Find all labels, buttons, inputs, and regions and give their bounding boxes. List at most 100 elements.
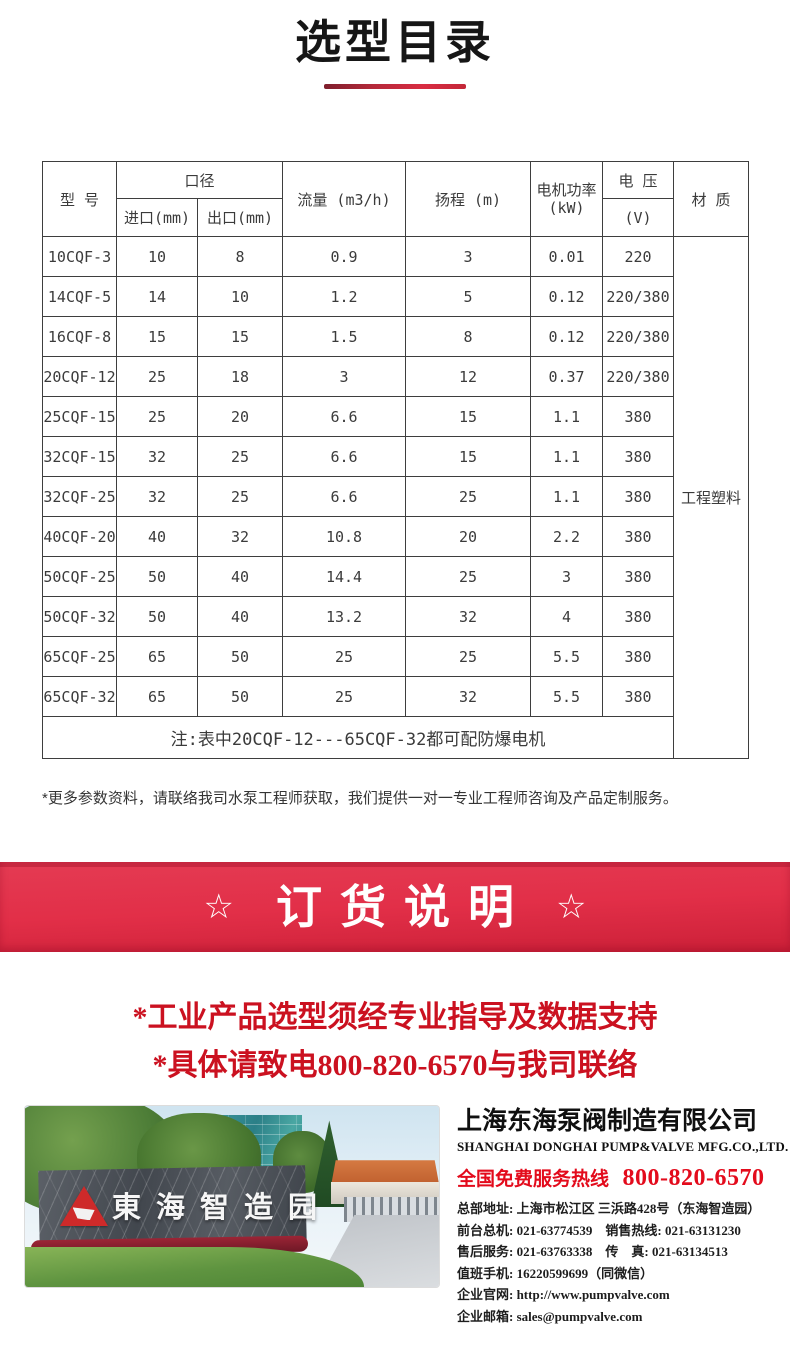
contact-phones-2: 售后服务: 021-63763338 传 真: 021-63134513 bbox=[457, 1244, 728, 1259]
title-divider bbox=[324, 84, 466, 89]
cell-inlet: 65 bbox=[116, 676, 198, 717]
contact-email: 企业邮箱: sales@pumpvalve.com bbox=[457, 1308, 643, 1324]
star-icon: ☆ bbox=[556, 888, 587, 926]
table-row: 32CQF-25 32 25 6.6 25 1.1 380 bbox=[42, 476, 749, 517]
table-row: 65CQF-32 65 50 25 32 5.5 380 bbox=[42, 676, 749, 717]
cell-model: 50CQF-32 bbox=[42, 596, 117, 637]
cell-head: 25 bbox=[405, 556, 532, 597]
col-header-head: 扬程 (m) bbox=[405, 161, 532, 237]
factory-photo: 東海智造园 bbox=[24, 1105, 440, 1288]
cell-head: 20 bbox=[405, 516, 532, 557]
col-header-model: 型 号 bbox=[42, 161, 117, 237]
cell-power: 4 bbox=[530, 596, 604, 637]
table-row: 50CQF-32 50 40 13.2 32 4 380 bbox=[42, 596, 749, 637]
cell-inlet: 10 bbox=[116, 236, 198, 277]
cell-head: 25 bbox=[405, 476, 532, 517]
cell-voltage: 380 bbox=[602, 476, 675, 517]
cell-outlet: 10 bbox=[196, 276, 284, 317]
cell-model: 14CQF-5 bbox=[42, 276, 117, 317]
cell-outlet: 8 bbox=[196, 236, 284, 277]
cell-outlet: 40 bbox=[196, 596, 284, 637]
contact-phones-1: 前台总机: 021-63774539 销售热线: 021-63131230 bbox=[457, 1222, 741, 1238]
header-row-2: 进口(mm) 出口(mm) (V) bbox=[43, 198, 749, 237]
cell-outlet: 32 bbox=[196, 516, 284, 557]
cell-power: 0.01 bbox=[530, 236, 604, 277]
cell-inlet: 32 bbox=[116, 436, 198, 477]
contact-address: 总部地址: 上海市松江区 三浜路428号（东海智造园） bbox=[457, 1201, 761, 1216]
table-header: 型 号 口径 流量 (m3/h) 扬程 (m) 电机功率 (kW) 电 压 材 … bbox=[42, 161, 750, 237]
cell-power: 1.1 bbox=[530, 476, 604, 517]
company-name-en: SHANGHAI DONGHAI PUMP&VALVE MFG.CO.,LTD. bbox=[457, 1139, 789, 1154]
cell-model: 65CQF-32 bbox=[42, 676, 117, 717]
cell-flow: 6.6 bbox=[282, 476, 407, 517]
table-note: 注:表中20CQF-12---65CQF-32都可配防爆电机 bbox=[41, 716, 675, 759]
cell-model: 65CQF-25 bbox=[42, 636, 117, 677]
col-header-caliber: 口径 bbox=[115, 161, 284, 199]
cell-head: 32 bbox=[405, 596, 532, 637]
header-row-1: 型 号 口径 流量 (m3/h) 扬程 (m) 电机功率 (kW) 电 压 材 … bbox=[42, 161, 750, 237]
cell-flow: 6.6 bbox=[282, 436, 407, 477]
hotline-label: 全国免费服务热线 bbox=[457, 1169, 610, 1190]
cell-inlet: 25 bbox=[116, 396, 198, 437]
cell-outlet: 50 bbox=[196, 636, 284, 677]
cell-head: 8 bbox=[405, 316, 532, 357]
table-row: 40CQF-20 40 32 10.8 20 2.2 380 bbox=[42, 516, 749, 557]
cell-outlet: 18 bbox=[196, 356, 284, 397]
cell-model: 16CQF-8 bbox=[42, 316, 117, 357]
cell-inlet: 25 bbox=[116, 356, 198, 397]
col-header-outlet: 出口(mm) bbox=[196, 198, 284, 237]
cell-voltage: 380 bbox=[602, 636, 675, 677]
cell-flow: 1.2 bbox=[282, 276, 407, 317]
cell-power: 5.5 bbox=[530, 636, 604, 677]
cell-power: 3 bbox=[530, 556, 604, 597]
cell-model: 32CQF-25 bbox=[42, 476, 117, 517]
cell-inlet: 32 bbox=[116, 476, 198, 517]
cell-voltage: 220/380 bbox=[602, 276, 675, 317]
cell-model: 50CQF-25 bbox=[42, 556, 117, 597]
power-unit: (kW) bbox=[548, 199, 585, 217]
table-row: 25CQF-15 25 20 6.6 15 1.1 380 bbox=[42, 396, 749, 437]
cell-power: 1.1 bbox=[530, 396, 604, 437]
cell-voltage: 380 bbox=[602, 556, 675, 597]
col-header-power: 电机功率 (kW) bbox=[530, 161, 604, 237]
cell-power: 0.37 bbox=[530, 356, 604, 397]
factory-roof bbox=[331, 1160, 439, 1184]
cell-head: 12 bbox=[405, 356, 532, 397]
company-name: 上海东海泵阀制造有限公司 bbox=[457, 1107, 758, 1135]
cell-head: 25 bbox=[405, 636, 532, 677]
table-row: 65CQF-25 65 50 25 25 5.5 380 bbox=[42, 636, 749, 677]
table-row: 32CQF-15 32 25 6.6 15 1.1 380 bbox=[42, 436, 749, 477]
cell-head: 15 bbox=[405, 436, 532, 477]
cell-power: 5.5 bbox=[530, 676, 604, 717]
cell-flow: 25 bbox=[282, 676, 407, 717]
cell-power: 2.2 bbox=[530, 516, 604, 557]
cell-outlet: 25 bbox=[196, 476, 284, 517]
table-row: 14CQF-5 14 10 1.2 5 0.12 220/380 bbox=[42, 276, 749, 317]
cell-flow: 13.2 bbox=[282, 596, 407, 637]
cell-head: 15 bbox=[405, 396, 532, 437]
star-icon: ☆ bbox=[203, 888, 234, 926]
hotline-number: 800-820-6570 bbox=[622, 1165, 765, 1191]
company-logo-icon bbox=[60, 1185, 109, 1226]
col-header-material: 材 质 bbox=[673, 161, 750, 237]
cell-voltage: 220/380 bbox=[602, 316, 675, 357]
cell-inlet: 15 bbox=[116, 316, 198, 357]
cell-material: 工程塑料 bbox=[673, 236, 750, 759]
cell-voltage: 380 bbox=[602, 396, 675, 437]
cell-outlet: 50 bbox=[196, 676, 284, 717]
cell-flow: 6.6 bbox=[282, 396, 407, 437]
cell-inlet: 50 bbox=[116, 556, 198, 597]
table-row: 10CQF-3 10 8 0.9 3 0.01 220 工程塑料 bbox=[42, 236, 750, 759]
power-label: 电机功率 bbox=[536, 181, 597, 199]
cell-flow: 1.5 bbox=[282, 316, 407, 357]
cell-head: 3 bbox=[405, 236, 532, 277]
table-note-row: 注:表中20CQF-12---65CQF-32都可配防爆电机 bbox=[41, 716, 749, 759]
cell-inlet: 50 bbox=[116, 596, 198, 637]
page-title: 选型目录 bbox=[295, 16, 495, 68]
spec-table-body: 10CQF-3 10 8 0.9 3 0.01 220 工程塑料 14CQF-5 14 10 1.2 5… bbox=[41, 236, 750, 759]
cell-voltage: 380 bbox=[602, 516, 675, 557]
cell-voltage: 220 bbox=[602, 236, 675, 277]
lawn bbox=[25, 1247, 365, 1287]
selection-spec-table: 型 号 口径 流量 (m3/h) 扬程 (m) 电机功率 (kW) 电 压 材 … bbox=[41, 161, 750, 759]
cell-inlet: 40 bbox=[116, 516, 198, 557]
